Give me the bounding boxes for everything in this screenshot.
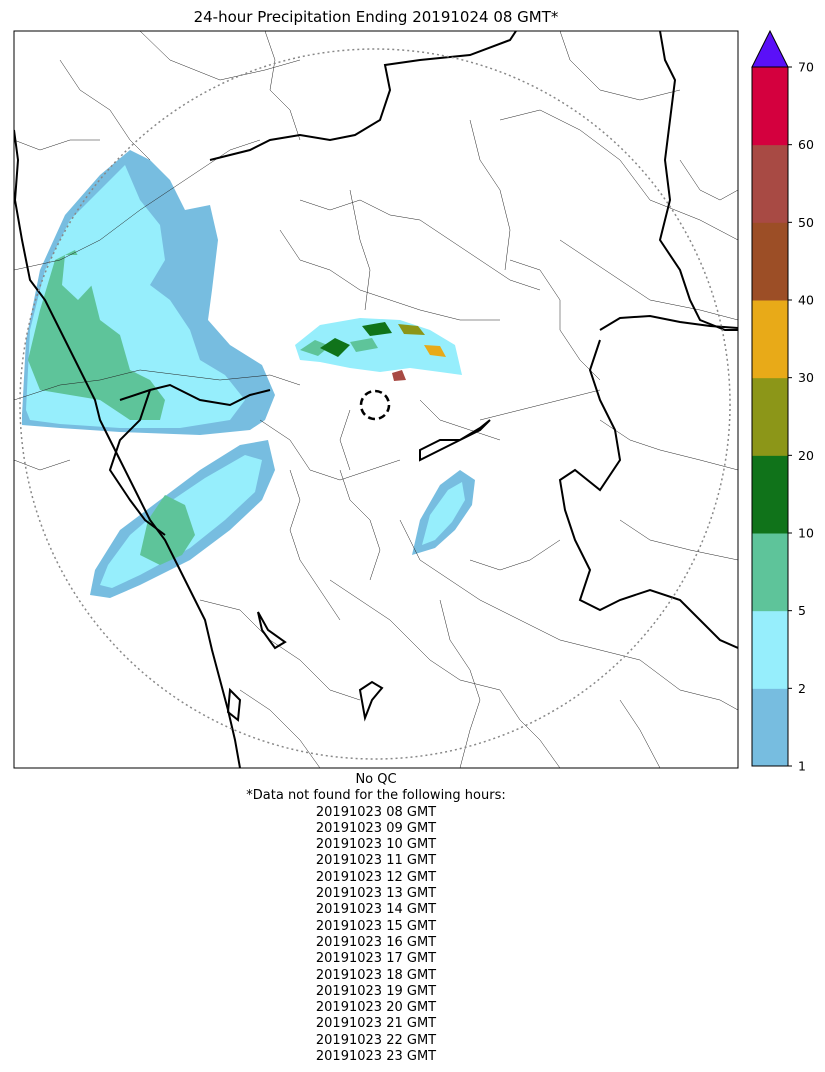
missing-hour-item: 20191023 22 GMT [315,1032,437,1048]
colorbar-tick-label: 10 [798,526,814,541]
colorbar-segment [752,144,788,223]
precip-cell-4 [398,324,425,335]
colorbar-tick-label: 2 [798,681,806,696]
missing-hour-item: 20191023 15 GMT [315,918,437,934]
missing-hour-item: 20191023 08 GMT [315,804,437,820]
colorbar-tick-label: 70 [798,60,814,75]
state-boundaries [108,31,738,722]
footer-notes: No QC *Data not found for the following … [14,772,738,1065]
missing-hours-list: 20191023 08 GMT 20191023 09 GMT 20191023 1… [14,805,738,1066]
colorbar-tick-label: 1 [798,759,806,774]
colorbar-segment [752,300,788,379]
precip-cell-7 [392,370,406,381]
radar-range-ring [19,48,731,760]
precip-cell-6 [350,338,378,352]
precip-region-central-inner [422,482,465,545]
missing-hour-item: 20191023 17 GMT [315,951,437,967]
colorbar-tick-label: 20 [798,448,814,463]
missing-data-note: *Data not found for the following hours: [246,788,506,804]
missing-hour-item: 20191023 14 GMT [315,902,437,918]
colorbar-tick-label: 5 [798,603,806,618]
precip-region-southwest-core [140,495,195,565]
radar-site-marker [359,389,391,421]
colorbar-segment [752,455,788,534]
missing-hour-item: 20191023 12 GMT [315,869,437,885]
missing-hour-item: 20191023 19 GMT [315,983,437,999]
precip-region-west-core [28,250,165,420]
colorbar-tick-label: 30 [798,370,814,385]
colorbar-segment [752,377,788,456]
missing-hour-item: 20191023 16 GMT [315,934,437,950]
precip-layer [22,150,475,598]
missing-hour-item: 20191023 23 GMT [315,1049,437,1065]
map-title: 24-hour Precipitation Ending 20191024 08… [193,8,559,26]
map-frame [13,30,739,769]
missing-hour-item: 20191023 18 GMT [315,967,437,983]
missing-hour-item: 20191023 13 GMT [315,886,437,902]
qc-label: No QC [355,772,397,787]
colorbar-segment [752,222,788,301]
colorbar-segment [752,610,788,689]
precip-cell-1 [300,340,330,356]
missing-hour-item: 20191023 21 GMT [315,1016,437,1032]
missing-hour-item: 20191023 11 GMT [315,853,437,869]
colorbar-segment [752,67,788,146]
colorbar-outline [751,66,789,767]
precip-cell-2 [320,338,350,357]
precip-cell-3 [362,322,392,336]
colorbar-tick-label: 50 [798,215,814,230]
colorbar-extend-arrow [751,29,789,68]
coastline [14,129,241,768]
precip-cell-5 [424,345,446,357]
missing-hour-item: 20191023 10 GMT [315,837,437,853]
missing-hour-item: 20191023 20 GMT [315,1000,437,1016]
colorbar-segment [752,533,788,612]
colorbar: 1 2 5 10 20 30 40 50 60 70 [751,29,814,774]
missing-hour-item: 20191023 09 GMT [315,820,437,836]
precip-region-west-patch [62,255,92,300]
colorbar-tick-label: 40 [798,293,814,308]
colorbar-segment [752,688,788,767]
district-boundaries [14,31,738,768]
colorbar-tick-label: 60 [798,137,814,152]
